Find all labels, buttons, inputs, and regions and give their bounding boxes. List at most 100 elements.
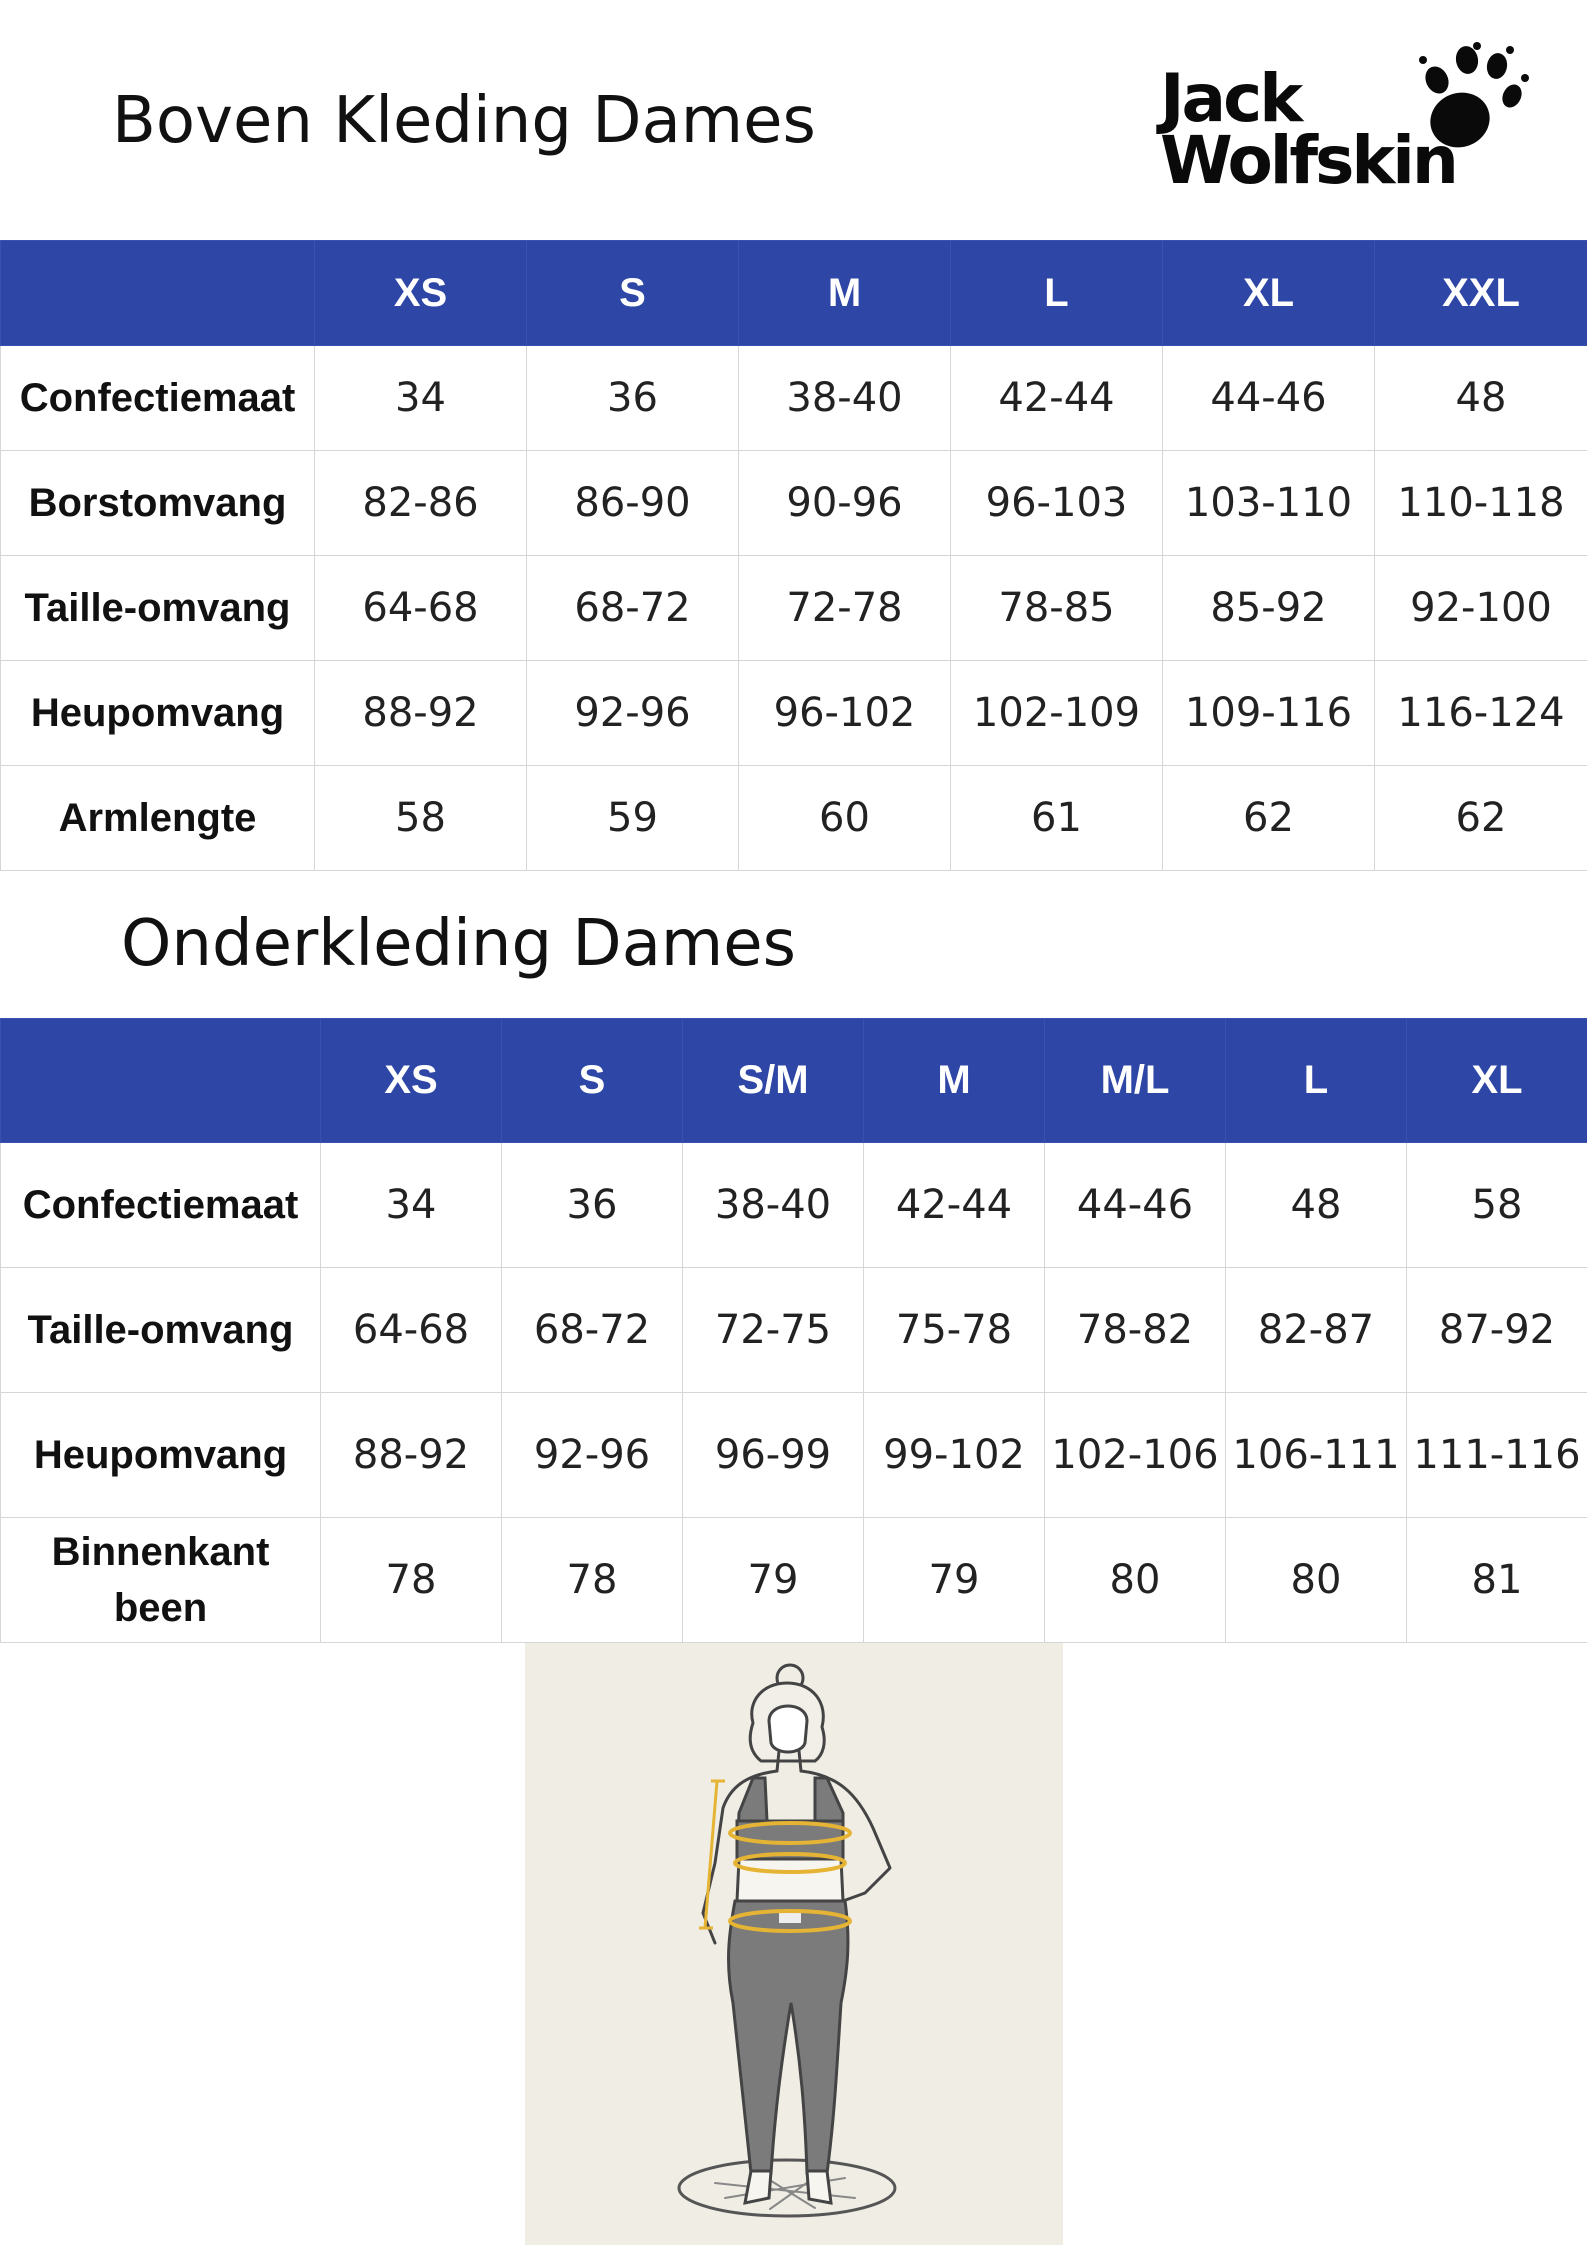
table-cell: 88-92 (315, 661, 527, 766)
table-row: Heupomvang 88-92 92-96 96-102 102-109 10… (1, 661, 1587, 766)
table-cell: 68-72 (502, 1268, 683, 1393)
table-cell: 103-110 (1163, 451, 1375, 556)
table-cell: 96-103 (951, 451, 1163, 556)
table-cell: 90-96 (739, 451, 951, 556)
table-row: Confectiemaat 34 36 38-40 42-44 44-46 48 (1, 346, 1587, 451)
table-cell: 34 (315, 346, 527, 451)
table-cell: 62 (1163, 766, 1375, 871)
table-row: Armlengte 58 59 60 61 62 62 (1, 766, 1587, 871)
table-cell: 110-118 (1375, 451, 1587, 556)
page-title-bottom: Onderkleding Dames (121, 907, 796, 981)
table-cell: 78-82 (1045, 1268, 1226, 1393)
size-header: XL (1407, 1019, 1587, 1143)
table-cell: 99-102 (864, 1393, 1045, 1518)
table-cell: 96-99 (683, 1393, 864, 1518)
table-cell: 42-44 (864, 1143, 1045, 1268)
table-cell: 92-96 (502, 1393, 683, 1518)
top-size-table: XS S M L XL XXL Confectiemaat 34 36 38-4… (0, 240, 1587, 871)
logo-text-wolfskin: Wolfskin (1160, 130, 1456, 192)
table-cell: 109-116 (1163, 661, 1375, 766)
table-header-row: XS S M L XL XXL (1, 241, 1587, 346)
size-header: M/L (1045, 1019, 1226, 1143)
row-label: Taille-omvang (1, 1268, 321, 1393)
row-label: Heupomvang (1, 1393, 321, 1518)
table-cell: 36 (502, 1143, 683, 1268)
paw-icon (1415, 38, 1530, 158)
row-label: Taille-omvang (1, 556, 315, 661)
header-corner-cell (1, 1019, 321, 1143)
brand-logo: Jack Wolfskin (1160, 38, 1530, 208)
table-cell: 36 (527, 346, 739, 451)
table-cell: 96-102 (739, 661, 951, 766)
table-cell: 78 (321, 1518, 502, 1643)
table-cell: 38-40 (739, 346, 951, 451)
row-label: Confectiemaat (1, 346, 315, 451)
size-header: XS (315, 241, 527, 346)
bottom-size-table: XS S S/M M M/L L XL Confectiemaat 34 36 … (0, 1018, 1587, 1643)
table-cell: 102-109 (951, 661, 1163, 766)
row-label: Binnenkant been (1, 1518, 321, 1643)
size-header: S (502, 1019, 683, 1143)
table-header-row: XS S S/M M M/L L XL (1, 1019, 1587, 1143)
table-cell: 78 (502, 1518, 683, 1643)
table-cell: 72-78 (739, 556, 951, 661)
logo-wordmark: Jack Wolfskin (1160, 68, 1456, 192)
table-cell: 86-90 (527, 451, 739, 556)
table-cell: 44-46 (1163, 346, 1375, 451)
size-header: XXL (1375, 241, 1587, 346)
size-header: S/M (683, 1019, 864, 1143)
table-cell: 81 (1407, 1518, 1587, 1643)
size-header: L (1226, 1019, 1407, 1143)
header-corner-cell (1, 241, 315, 346)
measurement-figure-panel (525, 1643, 1063, 2245)
size-header: L (951, 241, 1163, 346)
table-cell: 116-124 (1375, 661, 1587, 766)
table-cell: 102-106 (1045, 1393, 1226, 1518)
table-row: Confectiemaat 34 36 38-40 42-44 44-46 48… (1, 1143, 1587, 1268)
table-cell: 34 (321, 1143, 502, 1268)
table-cell: 58 (315, 766, 527, 871)
table-cell: 64-68 (321, 1268, 502, 1393)
row-label: Borstomvang (1, 451, 315, 556)
size-header: M (739, 241, 951, 346)
row-label: Heupomvang (1, 661, 315, 766)
table-cell: 82-87 (1226, 1268, 1407, 1393)
size-header: M (864, 1019, 1045, 1143)
table-cell: 106-111 (1226, 1393, 1407, 1518)
table-row: Binnenkant been 78 78 79 79 80 80 81 (1, 1518, 1587, 1643)
size-header: XL (1163, 241, 1375, 346)
table-cell: 48 (1375, 346, 1587, 451)
table-cell: 48 (1226, 1143, 1407, 1268)
page-title-top: Boven Kleding Dames (112, 84, 816, 158)
table-cell: 58 (1407, 1143, 1587, 1268)
table-cell: 72-75 (683, 1268, 864, 1393)
table-cell: 79 (683, 1518, 864, 1643)
table-cell: 59 (527, 766, 739, 871)
logo-text-jack: Jack (1160, 68, 1456, 130)
table-cell: 87-92 (1407, 1268, 1587, 1393)
table-cell: 38-40 (683, 1143, 864, 1268)
table-cell: 62 (1375, 766, 1587, 871)
table-cell: 111-116 (1407, 1393, 1587, 1518)
table-cell: 68-72 (527, 556, 739, 661)
table-cell: 42-44 (951, 346, 1163, 451)
table-cell: 80 (1226, 1518, 1407, 1643)
row-label: Armlengte (1, 766, 315, 871)
table-cell: 79 (864, 1518, 1045, 1643)
row-label: Confectiemaat (1, 1143, 321, 1268)
table-cell: 85-92 (1163, 556, 1375, 661)
table-cell: 88-92 (321, 1393, 502, 1518)
table-cell: 60 (739, 766, 951, 871)
table-cell: 92-96 (527, 661, 739, 766)
table-cell: 61 (951, 766, 1163, 871)
size-header: XS (321, 1019, 502, 1143)
table-cell: 80 (1045, 1518, 1226, 1643)
table-cell: 64-68 (315, 556, 527, 661)
table-cell: 75-78 (864, 1268, 1045, 1393)
table-row: Taille-omvang 64-68 68-72 72-75 75-78 78… (1, 1268, 1587, 1393)
table-cell: 82-86 (315, 451, 527, 556)
table-cell: 44-46 (1045, 1143, 1226, 1268)
table-row: Taille-omvang 64-68 68-72 72-78 78-85 85… (1, 556, 1587, 661)
table-cell: 78-85 (951, 556, 1163, 661)
table-row: Borstomvang 82-86 86-90 90-96 96-103 103… (1, 451, 1587, 556)
